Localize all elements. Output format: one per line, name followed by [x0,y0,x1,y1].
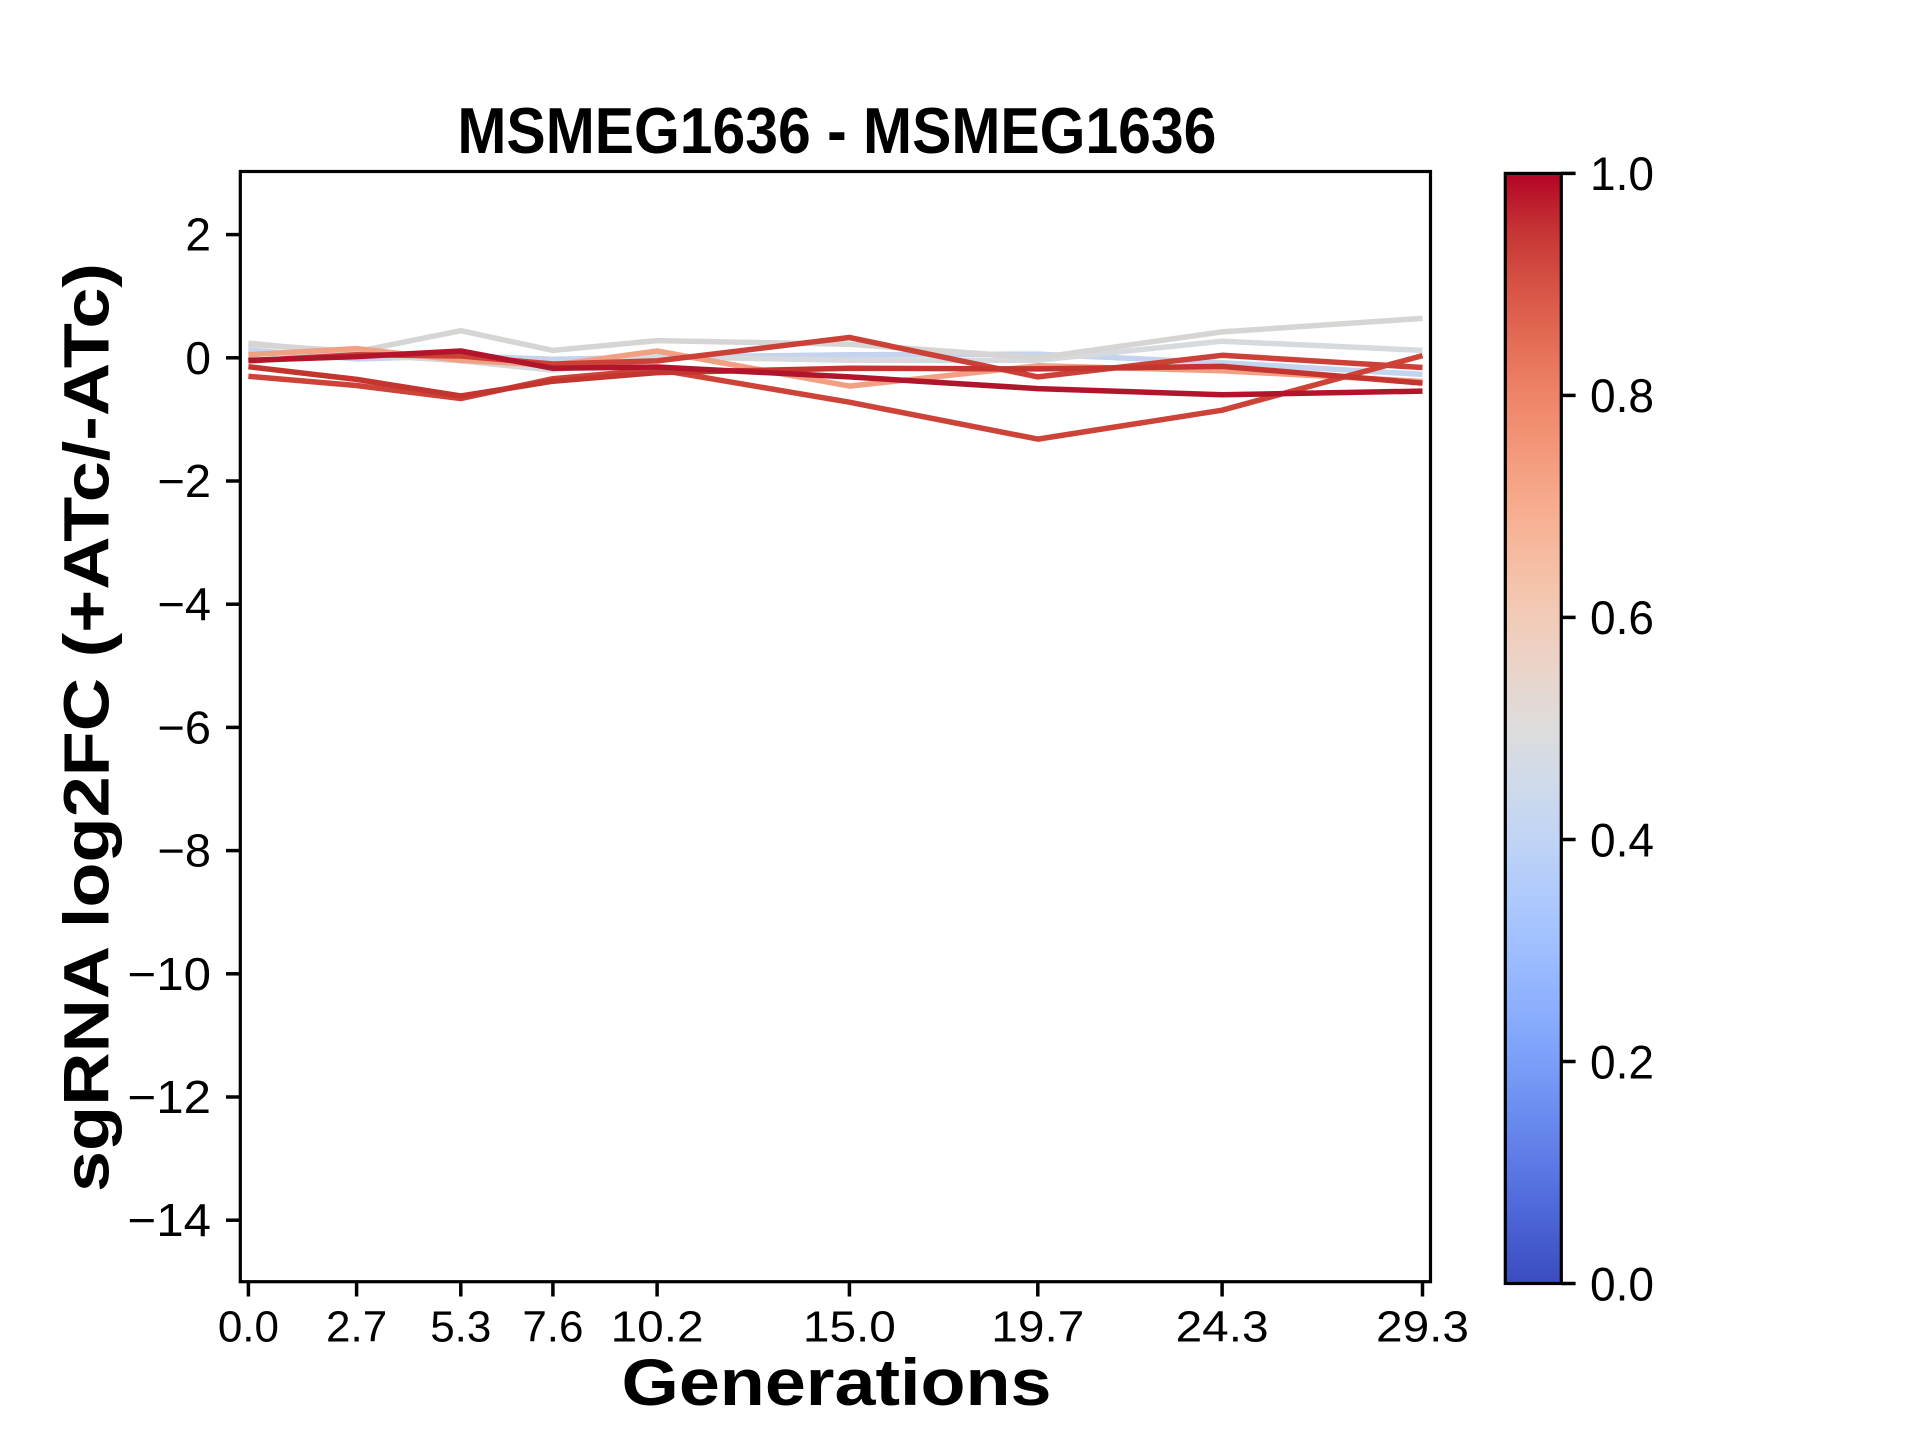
svg-text:5.3: 5.3 [430,1303,491,1352]
svg-text:7.6: 7.6 [522,1303,583,1352]
svg-text:0.8: 0.8 [1590,369,1654,422]
svg-text:1.0: 1.0 [1590,147,1654,200]
svg-text:−4: −4 [158,578,212,630]
svg-text:0: 0 [185,332,211,384]
svg-text:−6: −6 [158,701,212,753]
svg-text:2: 2 [185,209,211,261]
svg-text:−2: −2 [158,455,212,507]
svg-text:−8: −8 [158,825,212,877]
svg-text:MSMEG1636 - MSMEG1636: MSMEG1636 - MSMEG1636 [457,94,1216,167]
svg-text:0.6: 0.6 [1590,591,1654,644]
svg-text:−12: −12 [128,1071,212,1123]
svg-text:29.3: 29.3 [1376,1303,1469,1352]
svg-text:2.7: 2.7 [326,1303,387,1352]
svg-text:15.0: 15.0 [803,1303,896,1352]
svg-text:−14: −14 [128,1194,212,1246]
svg-text:0.0: 0.0 [218,1303,279,1352]
svg-text:10.2: 10.2 [611,1303,704,1352]
svg-text:24.3: 24.3 [1176,1303,1269,1352]
svg-text:0.4: 0.4 [1590,813,1654,866]
svg-text:Generations: Generations [622,1345,1052,1419]
svg-text:−10: −10 [128,948,212,1000]
svg-text:sgRNA log2FC (+ATc/-ATc): sgRNA log2FC (+ATc/-ATc) [51,263,123,1192]
svg-text:19.7: 19.7 [991,1303,1084,1352]
svg-text:0.0: 0.0 [1590,1257,1654,1310]
svg-text:0.2: 0.2 [1590,1035,1654,1088]
